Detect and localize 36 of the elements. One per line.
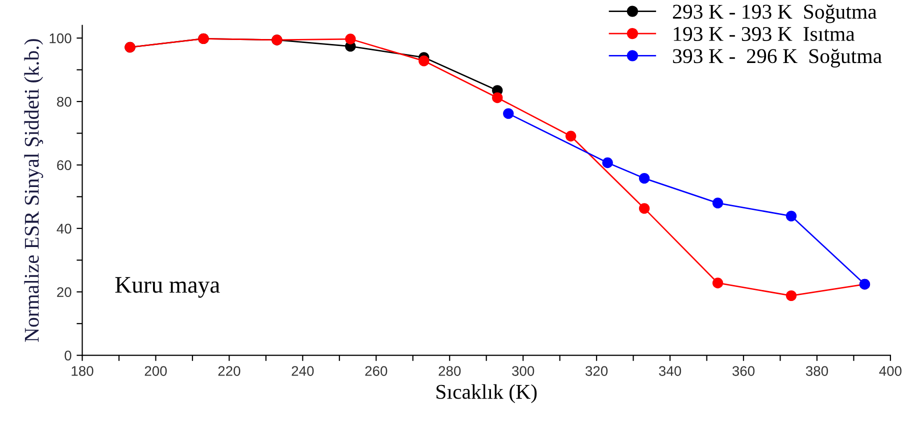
legend-label: 193 K - 393 K Isıtma	[674, 27, 855, 42]
x-axis-title: Sıcaklık (K)	[436, 384, 537, 404]
x-tick-label: 220	[218, 366, 240, 376]
point	[786, 290, 797, 302]
y-tick-label: 60	[57, 160, 72, 170]
y-tick-label: 80	[57, 96, 72, 107]
x-tick-label: 180	[72, 366, 94, 376]
x-tick-label: 320	[586, 366, 608, 376]
point	[503, 108, 514, 119]
point	[492, 92, 503, 104]
point	[712, 198, 724, 208]
y-axis-title: Normalize ESR Sinyal Şiddeti (k.b.)	[24, 39, 44, 342]
x-tick-label: 400	[879, 366, 902, 376]
legend-label: 293 K - 193 K Soğutma	[672, 4, 877, 24]
x-tick-label: 360	[732, 366, 755, 376]
point	[418, 56, 430, 66]
annotation: Kuru maya	[115, 277, 220, 298]
x-tick-label: 300	[512, 366, 534, 376]
point	[345, 34, 356, 44]
y-tick-label: 20	[57, 287, 72, 298]
point	[602, 157, 613, 168]
x-tick-label: 280	[438, 366, 461, 376]
point	[638, 203, 650, 214]
point	[786, 210, 797, 222]
y-tick-label: 0	[64, 350, 72, 360]
point	[638, 172, 650, 184]
y-tick-label: 100	[50, 33, 72, 44]
legend-label: 393 K - 296 K Soğutma	[673, 48, 882, 68]
x-tick-label: 260	[365, 366, 388, 376]
point	[712, 278, 724, 288]
x-tick-label: 340	[658, 366, 682, 376]
x-tick-label: 240	[292, 366, 314, 376]
x-tick-label: 200	[144, 366, 167, 376]
y-tick-label: 40	[56, 224, 72, 234]
point	[565, 130, 576, 142]
x-tick-label: 380	[806, 366, 828, 376]
